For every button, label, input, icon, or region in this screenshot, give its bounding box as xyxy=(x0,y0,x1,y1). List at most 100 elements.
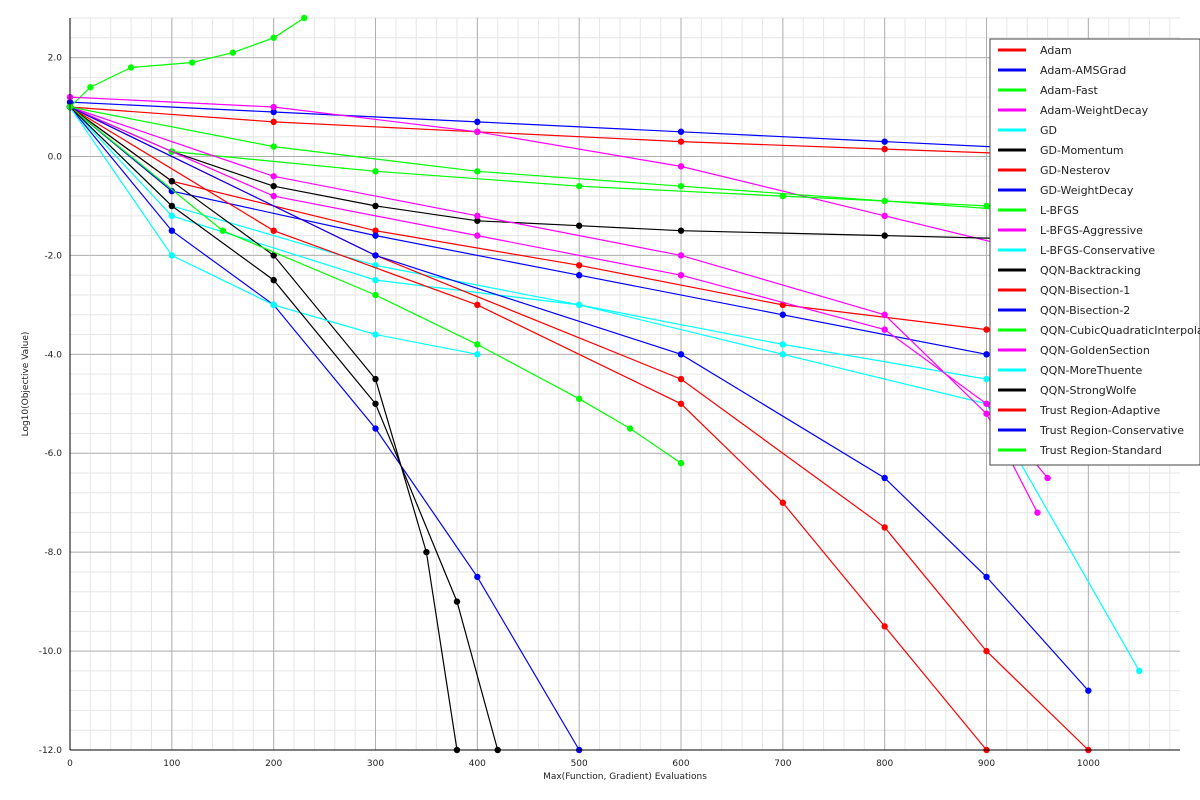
series-point-3-4 xyxy=(881,212,888,220)
y-tick-label: -8.0 xyxy=(44,548,62,558)
y-tick-label: -12.0 xyxy=(39,746,63,756)
series-point-12-4 xyxy=(779,499,787,506)
series-point-9-1 xyxy=(270,173,277,180)
series-point-16-2 xyxy=(270,301,277,309)
series-point-6-3 xyxy=(575,262,583,269)
series-point-3-2 xyxy=(474,128,481,135)
series-line-19 xyxy=(69,106,1089,692)
legend-label: GD-WeightDecay xyxy=(1040,184,1134,197)
series-point-12-2 xyxy=(474,301,481,309)
series-point-16-1 xyxy=(168,252,176,259)
series-point-1-2 xyxy=(474,118,481,126)
x-tick-label: 500 xyxy=(571,759,588,769)
series-point-9-4 xyxy=(881,311,888,318)
series-point-10-3 xyxy=(575,301,583,309)
series-point-6-5 xyxy=(983,326,990,333)
series-point-8-2 xyxy=(372,168,379,175)
x-tick-label: 800 xyxy=(876,759,893,769)
series-point-7-5 xyxy=(983,351,990,358)
series-point-7-4 xyxy=(779,311,787,318)
series-point-2-4 xyxy=(229,49,237,56)
series-point-4-1 xyxy=(168,212,176,220)
series-point-14-3 xyxy=(474,341,481,348)
series-point-20-3 xyxy=(677,182,685,190)
legend-label: QQN-Backtracking xyxy=(1040,264,1141,277)
series-point-6-2 xyxy=(372,227,379,234)
series-point-4-6 xyxy=(1136,667,1143,675)
legend-label: GD-Momentum xyxy=(1040,144,1124,157)
series-point-17-4 xyxy=(453,598,461,605)
series-point-9-5 xyxy=(983,410,990,417)
series-point-14-4 xyxy=(575,395,583,403)
series-point-18-3 xyxy=(881,524,888,531)
series-point-16-3 xyxy=(372,331,379,338)
legend-label: Adam-WeightDecay xyxy=(1040,104,1149,117)
legend-label: Trust Region-Standard xyxy=(1039,444,1162,457)
legend-label: L-BFGS-Conservative xyxy=(1040,244,1155,257)
axes xyxy=(69,18,1180,751)
series-point-14-5 xyxy=(626,425,634,432)
legend-label: QQN-StrongWolfe xyxy=(1040,384,1137,397)
series-point-3-1 xyxy=(270,103,277,111)
series-point-15-1 xyxy=(270,192,277,200)
series-point-14-6 xyxy=(677,459,685,467)
x-tick-label: 300 xyxy=(367,759,384,769)
legend-label: L-BFGS xyxy=(1040,204,1079,217)
legend-label: Trust Region-Adaptive xyxy=(1039,404,1160,417)
series-point-20-1 xyxy=(270,143,277,150)
y-tick-label: 2.0 xyxy=(48,54,63,64)
series-line-4 xyxy=(69,106,1140,672)
series-point-13-3 xyxy=(372,425,379,432)
series-point-9-3 xyxy=(677,252,685,259)
legend-label: Adam xyxy=(1040,44,1072,57)
series-point-1-1 xyxy=(270,108,277,116)
series-point-0-3 xyxy=(677,138,685,145)
series-point-4-4 xyxy=(779,351,787,358)
series-line-9 xyxy=(69,106,1038,513)
series-line-2 xyxy=(69,17,305,108)
legend-label: Adam-AMSGrad xyxy=(1040,64,1126,77)
series-point-2-2 xyxy=(127,64,135,71)
series-point-0-1 xyxy=(270,118,277,126)
series-line-3 xyxy=(69,96,1089,266)
series-point-17-2 xyxy=(270,276,277,284)
series-point-19-4 xyxy=(983,573,990,581)
series-point-20-4 xyxy=(881,197,888,205)
series-point-14-2 xyxy=(372,291,379,299)
series-point-0-4 xyxy=(881,145,888,153)
series-line-17 xyxy=(69,106,499,751)
series-point-5-3 xyxy=(372,202,379,210)
series-point-12-3 xyxy=(677,400,685,407)
y-tick-label: 0.0 xyxy=(48,152,63,162)
series-point-15-5 xyxy=(983,400,990,407)
series-point-4-2 xyxy=(372,276,379,284)
series-point-17-1 xyxy=(168,202,176,210)
series-line-1 xyxy=(69,101,1089,153)
y-tick-label: -2.0 xyxy=(44,251,62,261)
series-point-5-7 xyxy=(881,232,888,239)
y-tick-labels: 2.0 0.0 -2.0 -4.0 -6.0 -8.0 -10.0 -12.0 xyxy=(39,54,63,756)
legend-label: Adam-Fast xyxy=(1040,84,1099,97)
series-point-16-4 xyxy=(474,351,481,358)
series-point-2-6 xyxy=(301,14,308,22)
series-point-19-5 xyxy=(1085,687,1092,694)
series-line-12 xyxy=(69,106,987,751)
x-tick-label: 900 xyxy=(978,759,995,769)
series-point-9-2 xyxy=(474,212,481,220)
series-point-20-2 xyxy=(474,168,481,175)
series-point-11-1 xyxy=(168,178,176,185)
series-point-1-3 xyxy=(677,128,685,135)
x-axis-title: Max(Function, Gradient) Evaluations xyxy=(543,772,707,782)
series-point-9-6 xyxy=(1034,509,1041,516)
series-point-8-3 xyxy=(575,182,583,190)
series-point-11-3 xyxy=(372,375,379,383)
legend-label: GD-Nesterov xyxy=(1040,164,1111,177)
x-tick-label: 1000 xyxy=(1077,759,1100,769)
y-tick-label: -10.0 xyxy=(39,647,63,657)
x-tick-label: 600 xyxy=(672,759,689,769)
series-point-10-5 xyxy=(983,375,990,383)
series-point-15-4 xyxy=(881,326,888,333)
series-point-7-3 xyxy=(575,271,583,279)
series-point-2-1 xyxy=(87,84,94,91)
